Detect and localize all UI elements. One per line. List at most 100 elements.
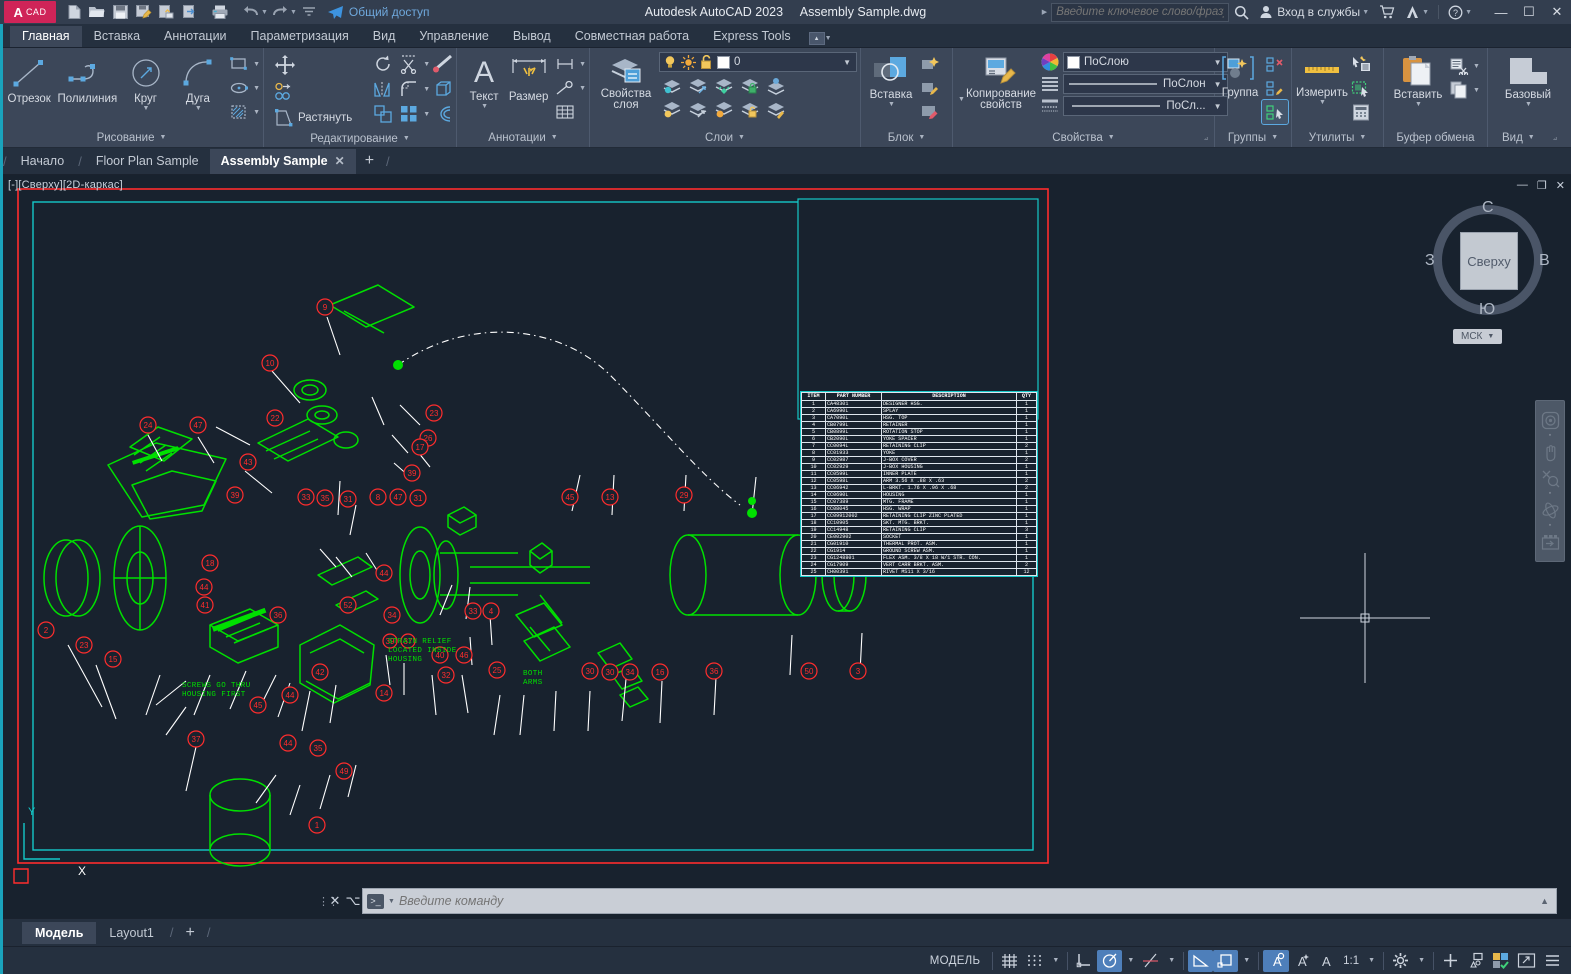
copy-clip-dropdown-icon[interactable]: ▼ [1473, 86, 1480, 94]
tab-output[interactable]: Вывод [512, 29, 551, 43]
offset-icon[interactable] [430, 102, 456, 126]
undo-icon[interactable] [240, 1, 262, 23]
arc-button[interactable]: Дуга ▼ [172, 52, 224, 115]
cut-icon[interactable] [1446, 54, 1472, 78]
base-view-dropdown-icon[interactable]: ▼ [1525, 101, 1532, 108]
ribbon-minimize-icon[interactable]: ▲ [808, 32, 825, 45]
snap-dropdown-icon[interactable]: ▼ [1052, 957, 1060, 964]
explode-icon[interactable] [430, 77, 456, 101]
maximize-button[interactable]: ☐ [1523, 4, 1535, 19]
application-menu-button[interactable]: A CAD [4, 1, 56, 23]
ortho-mode-icon[interactable] [1072, 950, 1097, 972]
erase-icon[interactable] [430, 52, 456, 76]
store-button[interactable] [1374, 0, 1400, 24]
copy-icon[interactable] [270, 79, 300, 105]
create-block-icon[interactable] [917, 52, 943, 76]
view-cube-west[interactable]: З [1425, 252, 1435, 269]
dimension-button[interactable]: Размер [505, 52, 552, 106]
rectangle-icon[interactable] [226, 52, 252, 76]
sign-in-button[interactable]: Вход в службы ▼ [1254, 0, 1374, 24]
layer-unlock-icon[interactable] [737, 98, 763, 122]
tab-manage[interactable]: Управление [419, 29, 489, 43]
array-dropdown-icon[interactable]: ▼ [423, 110, 431, 118]
command-expand-icon[interactable]: ▲ [1540, 896, 1549, 906]
command-line-grip[interactable]: ⋮⋮ [318, 895, 339, 908]
minimize-button[interactable]: — [1494, 4, 1508, 20]
group-edit-icon[interactable] [1262, 76, 1288, 100]
layer-isolate-icon[interactable] [659, 74, 685, 98]
panel-layers-title[interactable]: Слои ▼ [705, 131, 745, 144]
ribbon-options-icon[interactable]: ▼ [824, 35, 832, 42]
redo-dropdown-icon[interactable]: ▼ [289, 8, 297, 16]
ucs-selector[interactable]: МСК ▼ [1453, 329, 1503, 344]
mirror-icon[interactable] [370, 77, 396, 101]
layout-tab-model[interactable]: Модель [22, 921, 97, 944]
command-close-icon[interactable]: ✕ [329, 893, 341, 908]
linear-dim-icon[interactable] [552, 52, 578, 76]
save-to-web-icon[interactable] [155, 1, 177, 23]
pan-icon[interactable] [1537, 439, 1563, 465]
panel-view-title[interactable]: Вид ▼ ⟓ [1501, 131, 1558, 144]
command-prompt-icon[interactable]: >_ [367, 893, 384, 909]
circle-button[interactable]: Круг ▼ [119, 52, 171, 115]
ellipse-icon[interactable] [226, 76, 252, 100]
new-icon[interactable] [63, 1, 85, 23]
layer-thaw-icon[interactable] [685, 98, 711, 122]
polar-tracking-icon[interactable] [1097, 949, 1123, 972]
linetype-icon[interactable] [1040, 75, 1060, 93]
layer-properties-button[interactable]: Свойства слоя [595, 52, 657, 114]
ellipse-dropdown-icon[interactable]: ▼ [253, 84, 260, 92]
layer-lock-icon[interactable] [737, 74, 763, 98]
layer-on-icon[interactable] [659, 98, 685, 122]
layer-unisolate-icon[interactable] [711, 98, 737, 122]
workspace-switching-icon[interactable] [1388, 950, 1413, 972]
drawing-canvas[interactable]: [-][Сверху][2D-каркас] — ❐ ✕ Y X [0, 175, 1571, 918]
save-as-icon[interactable] [132, 1, 154, 23]
chevron-down-icon[interactable]: ▼ [1422, 8, 1430, 16]
view-cube-face[interactable]: Сверху [1461, 233, 1517, 289]
scale-icon[interactable] [370, 102, 396, 126]
view-cube[interactable]: С Ю З В Сверху МСК ▼ [1409, 189, 1550, 344]
tab-home[interactable]: Главная [10, 26, 82, 47]
layer-off-icon[interactable] [711, 74, 737, 98]
tab-insert[interactable]: Вставка [93, 29, 141, 43]
calculator-icon[interactable] [1348, 100, 1374, 124]
plot-icon[interactable] [209, 1, 231, 23]
layer-make-current-icon[interactable] [763, 74, 789, 98]
view-cube-south[interactable]: Ю [1479, 301, 1496, 318]
viewport-close[interactable]: ✕ [1555, 180, 1565, 192]
quick-select-icon[interactable] [1348, 52, 1374, 76]
tab-express-tools[interactable]: Express Tools [713, 29, 791, 43]
command-history-icon[interactable]: ▼ [388, 897, 395, 905]
zoom-extents-icon[interactable] [1537, 465, 1563, 491]
measure-button[interactable]: Измерить ▼ [1296, 52, 1348, 109]
close-button[interactable]: ✕ [1551, 4, 1563, 19]
model-space-button[interactable]: МОДЕЛЬ [929, 954, 981, 967]
tab-view[interactable]: Вид [372, 29, 396, 43]
trim-dropdown-icon[interactable]: ▼ [423, 60, 431, 68]
leader-icon[interactable] [552, 76, 578, 100]
scale-dropdown-icon[interactable]: ▼ [1368, 957, 1376, 964]
customization-menu-icon[interactable] [1540, 950, 1565, 972]
annotation-visibility-icon[interactable]: A [1263, 949, 1290, 972]
osnap-dropdown-icon[interactable]: ▼ [1243, 957, 1251, 964]
viewport-maximize[interactable]: ❐ [1536, 180, 1547, 192]
view-cube-east[interactable]: В [1539, 252, 1550, 269]
table-icon[interactable] [552, 100, 578, 124]
annotation-scale-value[interactable]: 1:1 [1343, 954, 1360, 967]
help-button[interactable]: ? ▼ [1443, 0, 1477, 24]
redo-icon[interactable] [269, 1, 291, 23]
select-similar-icon[interactable] [1348, 76, 1374, 100]
isometric-drafting-icon[interactable] [1188, 949, 1214, 972]
new-layout-button[interactable]: + [185, 923, 195, 941]
move-icon[interactable] [270, 52, 300, 78]
doc-tab-start[interactable]: Начало [20, 153, 65, 168]
color-wheel-icon[interactable] [1040, 52, 1060, 72]
view-dialog-launcher-icon[interactable]: ⟓ [1552, 132, 1558, 142]
search-input[interactable] [1051, 2, 1230, 22]
group-selection-icon[interactable] [1261, 99, 1289, 125]
search-button[interactable] [1229, 0, 1254, 24]
annotation-scale-icon[interactable]: A [1315, 950, 1339, 972]
match-properties-button[interactable]: Копирование свойств [965, 52, 1037, 114]
linetype-combo[interactable]: ПоСлон ▼ [1063, 74, 1228, 94]
